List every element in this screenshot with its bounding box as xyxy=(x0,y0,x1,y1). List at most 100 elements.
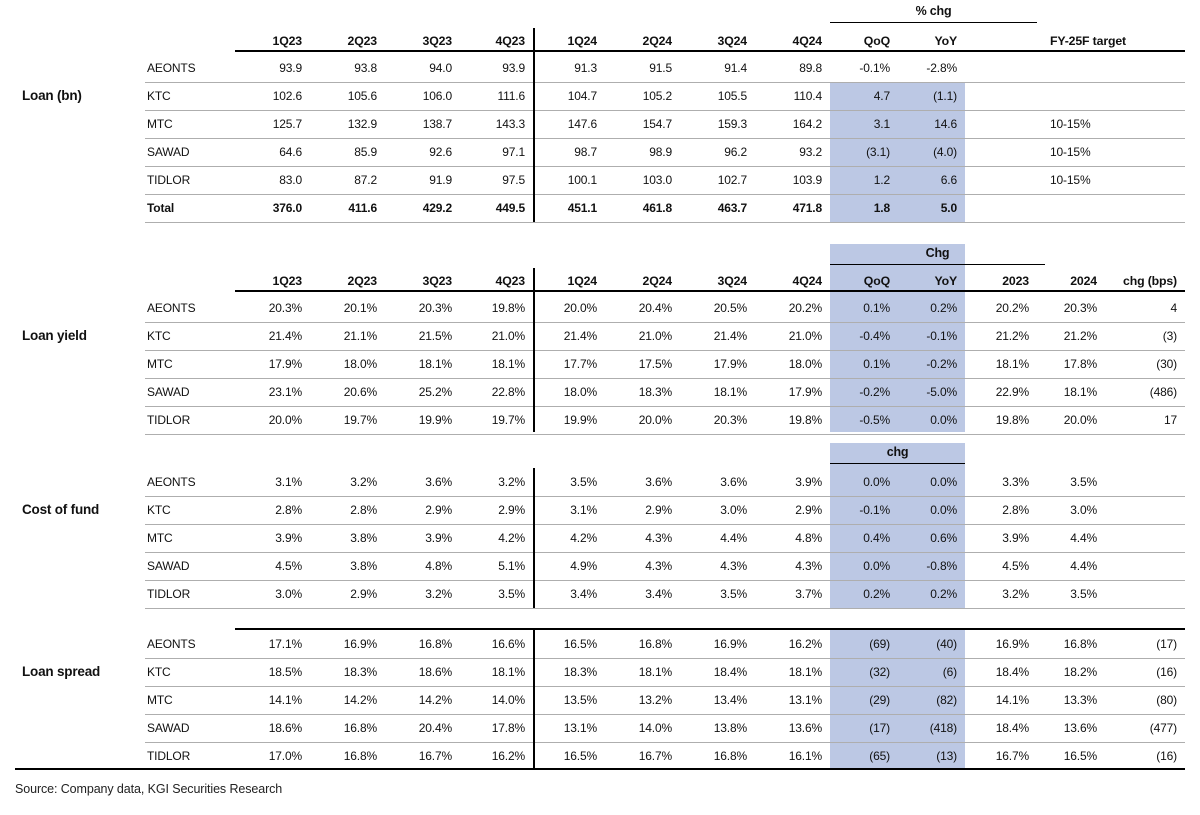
quarter-value: 4.3% xyxy=(720,559,747,573)
quarter-value: 3.5% xyxy=(720,587,747,601)
column-header-quarter: 1Q24 xyxy=(567,274,598,288)
section-label-loan-spread: Loan spread xyxy=(22,664,101,679)
row-label: SAWAD xyxy=(147,721,190,735)
column-header-quarter: 3Q23 xyxy=(422,274,453,288)
yoy-value: -2.8% xyxy=(926,61,957,75)
row-label: MTC xyxy=(147,117,173,131)
quarter-value: 91.5 xyxy=(649,61,672,75)
qoq-value: (69) xyxy=(869,637,890,651)
quarter-value: 13.1% xyxy=(788,693,822,707)
quarter-value: 18.1% xyxy=(638,665,672,679)
quarter-value: 20.0% xyxy=(268,413,302,427)
table-loan-yield: Chg 1Q23 2Q23 3Q23 4Q23 1Q24 2Q24 3Q24 4Q24 QoQ Yo… xyxy=(145,240,1185,435)
quarter-value: 461.8 xyxy=(642,201,672,215)
quarter-value: 154.7 xyxy=(642,117,672,131)
quarter-value: 111.6 xyxy=(497,89,526,103)
qoq-value: (32) xyxy=(869,665,890,679)
extra-value: 20.3% xyxy=(1063,301,1097,315)
extra-value: 18.2% xyxy=(1063,665,1097,679)
column-header-quarter: 1Q24 xyxy=(567,34,598,48)
qoq-value: -0.1% xyxy=(859,503,890,517)
quarter-value: 93.9 xyxy=(279,61,302,75)
quarter-value: 16.2% xyxy=(788,637,822,651)
quarter-value: 14.2% xyxy=(343,693,377,707)
qoq-value: 0.1% xyxy=(863,301,890,315)
quarter-value: 21.4% xyxy=(268,329,302,343)
quarter-value: 20.0% xyxy=(563,301,597,315)
column-header-row: 1Q23 2Q23 3Q23 4Q23 1Q24 2Q24 3Q24 4Q24 QoQ YoY 20… xyxy=(145,266,1185,290)
quarter-value: 18.4% xyxy=(713,665,747,679)
quarter-value: 96.2 xyxy=(724,145,747,159)
quarter-value: 16.9% xyxy=(713,637,747,651)
yoy-value: -0.1% xyxy=(926,329,957,343)
yoy-value: 0.0% xyxy=(930,503,957,517)
table-row: KTC 102.6 105.6 106.0 111.6 104.7 105.2 105.5 11… xyxy=(145,82,1185,111)
quarter-value: 87.2 xyxy=(354,173,377,187)
extra-value: 21.2% xyxy=(1063,329,1097,343)
column-header-quarter: 2Q23 xyxy=(347,34,378,48)
group-header-label: % chg xyxy=(830,2,1037,23)
column-header-qoq: QoQ xyxy=(863,274,890,288)
quarter-value: 16.8% xyxy=(638,637,672,651)
extra-value: 17 xyxy=(1163,413,1177,427)
extra-value: (80) xyxy=(1156,693,1177,707)
qoq-value: 1.2 xyxy=(873,173,890,187)
column-header-qoq: QoQ xyxy=(863,34,890,48)
table-row: Total 376.0 411.6 429.2 449.5 451.1 461.8 463.7… xyxy=(145,194,1185,223)
extra-value: 18.1% xyxy=(1063,385,1097,399)
quarter-value: 14.2% xyxy=(418,693,452,707)
table-row: AEONTS 20.3% 20.1% 20.3% 19.8% 20.0% 20.4% 20.5… xyxy=(145,294,1185,323)
quarter-value: 21.0% xyxy=(491,329,525,343)
section-label-loan-yield: Loan yield xyxy=(22,328,87,343)
extra-value: 10-15% xyxy=(1050,173,1091,187)
row-label: AEONTS xyxy=(147,475,196,489)
quarter-value: 106.0 xyxy=(422,89,452,103)
row-label: TIDLOR xyxy=(147,173,191,187)
quarter-value: 13.5% xyxy=(563,693,597,707)
table-top-rule xyxy=(235,628,1185,630)
quarter-value: 3.1% xyxy=(570,503,597,517)
quarter-value: 19.7% xyxy=(343,413,377,427)
quarter-value: 18.6% xyxy=(268,721,302,735)
extra-value: 20.2% xyxy=(995,301,1029,315)
qoq-value: 0.0% xyxy=(863,475,890,489)
column-header-extra: 2023 xyxy=(1002,274,1029,288)
extra-value: 4 xyxy=(1170,301,1177,315)
row-label: AEONTS xyxy=(147,637,196,651)
quarter-value: 159.3 xyxy=(717,117,747,131)
table-row: MTC 3.9% 3.8% 3.9% 4.2% 4.2% 4.3% 4.4% 4.8% 0.4% 0… xyxy=(145,524,1185,553)
table-row: MTC 17.9% 18.0% 18.1% 18.1% 17.7% 17.5% 17.9% 18… xyxy=(145,350,1185,379)
extra-value: 16.9% xyxy=(995,637,1029,651)
row-label: SAWAD xyxy=(147,559,190,573)
table-row: TIDLOR 20.0% 19.7% 19.9% 19.7% 19.9% 20.0% 20.3… xyxy=(145,406,1185,435)
table-row: AEONTS 3.1% 3.2% 3.6% 3.2% 3.5% 3.6% 3.6% 3.9% 0.… xyxy=(145,468,1185,497)
row-label: MTC xyxy=(147,357,173,371)
table-loan-spread: AEONTS 17.1% 16.9% 16.8% 16.6% 16.5% 16.8% 16.9… xyxy=(15,622,1185,774)
quarter-value: 100.1 xyxy=(567,173,597,187)
quarter-value: 3.2% xyxy=(498,475,525,489)
quarter-value: 20.3% xyxy=(418,301,452,315)
column-header-extra: FY-25F target xyxy=(1050,34,1126,48)
table-row: KTC 2.8% 2.8% 2.9% 2.9% 3.1% 2.9% 3.0% 2.9% -0.1%… xyxy=(145,496,1185,525)
column-header-quarter: 3Q23 xyxy=(422,34,453,48)
extra-value: 18.1% xyxy=(995,357,1029,371)
table-row: TIDLOR 83.0 87.2 91.9 97.5 100.1 103.0 102.7 103… xyxy=(145,166,1185,195)
extra-value: (16) xyxy=(1156,749,1177,763)
quarter-value: 21.0% xyxy=(788,329,822,343)
quarter-value: 4.5% xyxy=(275,559,302,573)
quarter-value: 20.5% xyxy=(713,301,747,315)
quarter-value: 147.6 xyxy=(567,117,597,131)
quarter-value: 20.1% xyxy=(343,301,377,315)
quarter-value: 93.9 xyxy=(502,61,525,75)
extra-value: 4.4% xyxy=(1070,559,1097,573)
quarter-value: 13.8% xyxy=(713,721,747,735)
section-loan-yield: Loan yield Chg 1Q23 2Q23 3Q23 4Q23 1Q24 2Q24 3Q… xyxy=(22,240,1185,435)
extra-value: 3.2% xyxy=(1002,587,1029,601)
quarter-value: 3.1% xyxy=(275,475,302,489)
yoy-value: 0.0% xyxy=(930,475,957,489)
yoy-value: 14.6 xyxy=(934,117,957,131)
extra-value: 4.4% xyxy=(1070,531,1097,545)
quarter-value: 105.6 xyxy=(347,89,377,103)
quarter-value: 3.5% xyxy=(570,475,597,489)
